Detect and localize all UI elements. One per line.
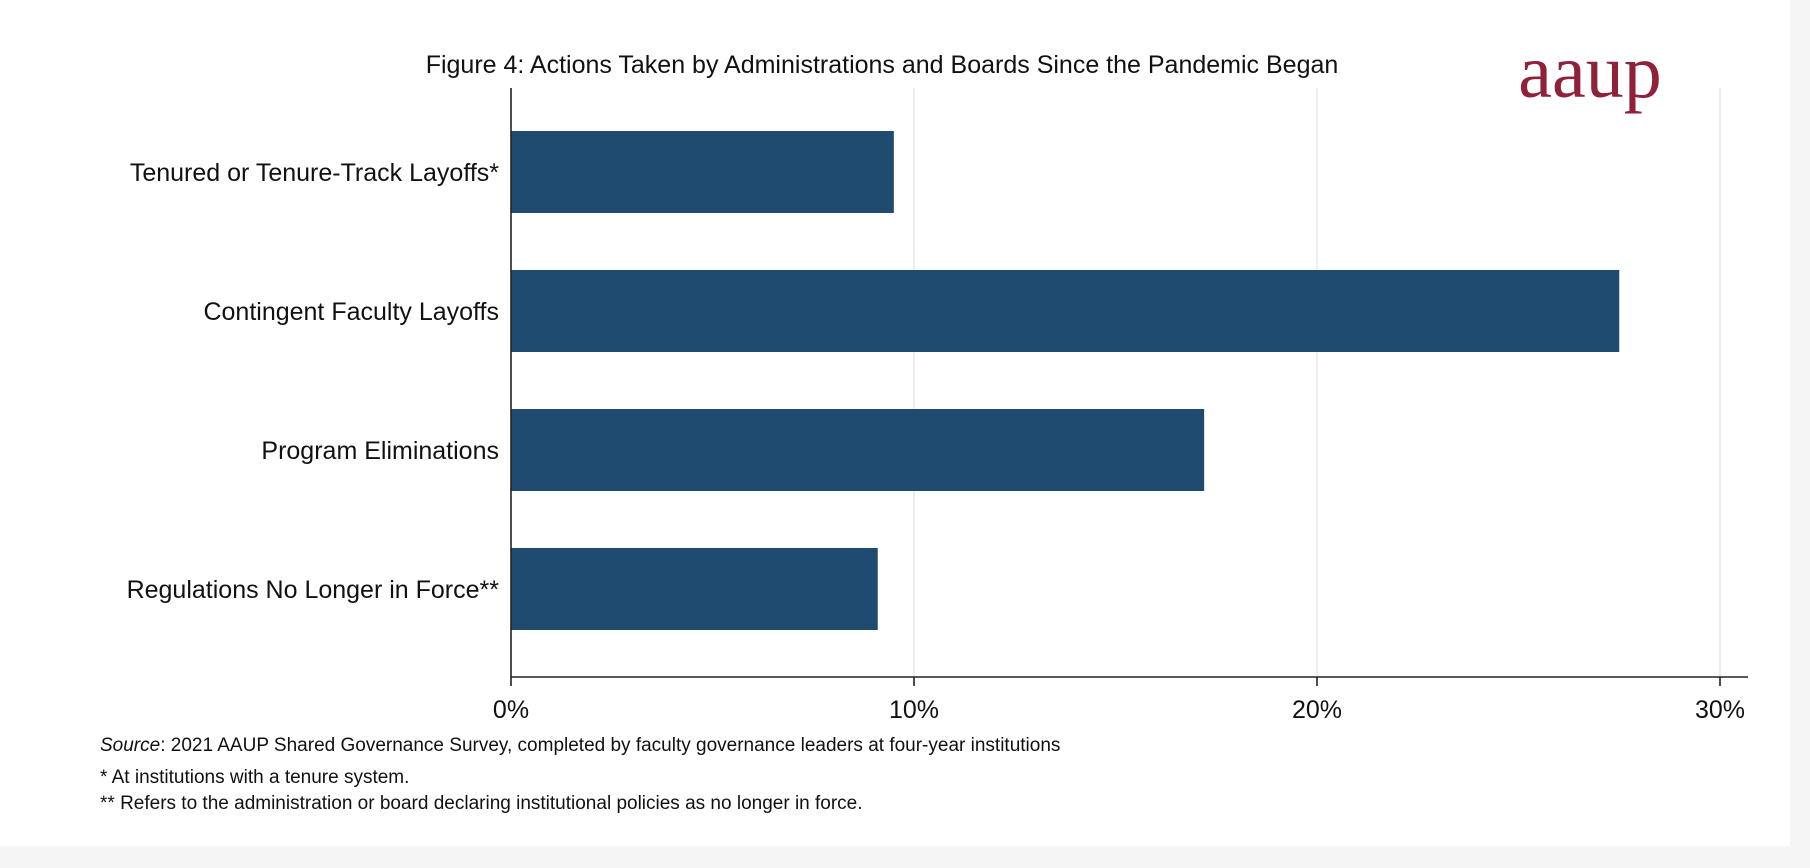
- category-label-4: Regulations No Longer in Force**: [127, 576, 500, 604]
- tick-label-30: 30%: [1695, 696, 1745, 724]
- tick-label-0: 0%: [493, 696, 529, 724]
- bar-4: [511, 548, 878, 630]
- bar-chart: 0% 10% 20% 30% Tenured or Tenure-Track Layo…: [127, 30, 1748, 724]
- footnote-no-longer-in-force: ** Refers to the administration or board…: [100, 793, 863, 814]
- tick-layer: 0% 10% 20% 30%: [493, 677, 1745, 724]
- aaup-logo: aaup: [1518, 30, 1661, 114]
- tick-label-20: 20%: [1292, 696, 1342, 724]
- bar-1: [511, 131, 894, 213]
- axis-layer: [510, 88, 1748, 678]
- source-note: Source: 2021 AAUP Shared Governance Surv…: [100, 733, 1060, 759]
- chart-title: Figure 4: Actions Taken by Administratio…: [426, 51, 1339, 79]
- source-label: Source: [100, 735, 161, 756]
- category-label-2: Contingent Faculty Layoffs: [203, 298, 499, 326]
- bar-2: [511, 270, 1620, 352]
- chart-frame: 0% 10% 20% 30% Tenured or Tenure-Track Layo…: [100, 30, 1748, 817]
- bar-3: [511, 409, 1205, 491]
- grid-layer: [913, 88, 1721, 677]
- category-label-1: Tenured or Tenure-Track Layoffs*: [130, 159, 499, 187]
- source-text: : 2021 AAUP Shared Governance Survey, co…: [160, 735, 1061, 756]
- footnote-tenure-system: * At institutions with a tenure system.: [100, 767, 410, 788]
- category-label-3: Program Eliminations: [261, 437, 499, 465]
- tick-label-10: 10%: [889, 696, 939, 724]
- bar-layer: [511, 131, 1620, 630]
- chart-notes: Source: 2021 AAUP Shared Governance Surv…: [100, 733, 1060, 817]
- category-label-layer: Tenured or Tenure-Track Layoffs* Continge…: [127, 159, 500, 604]
